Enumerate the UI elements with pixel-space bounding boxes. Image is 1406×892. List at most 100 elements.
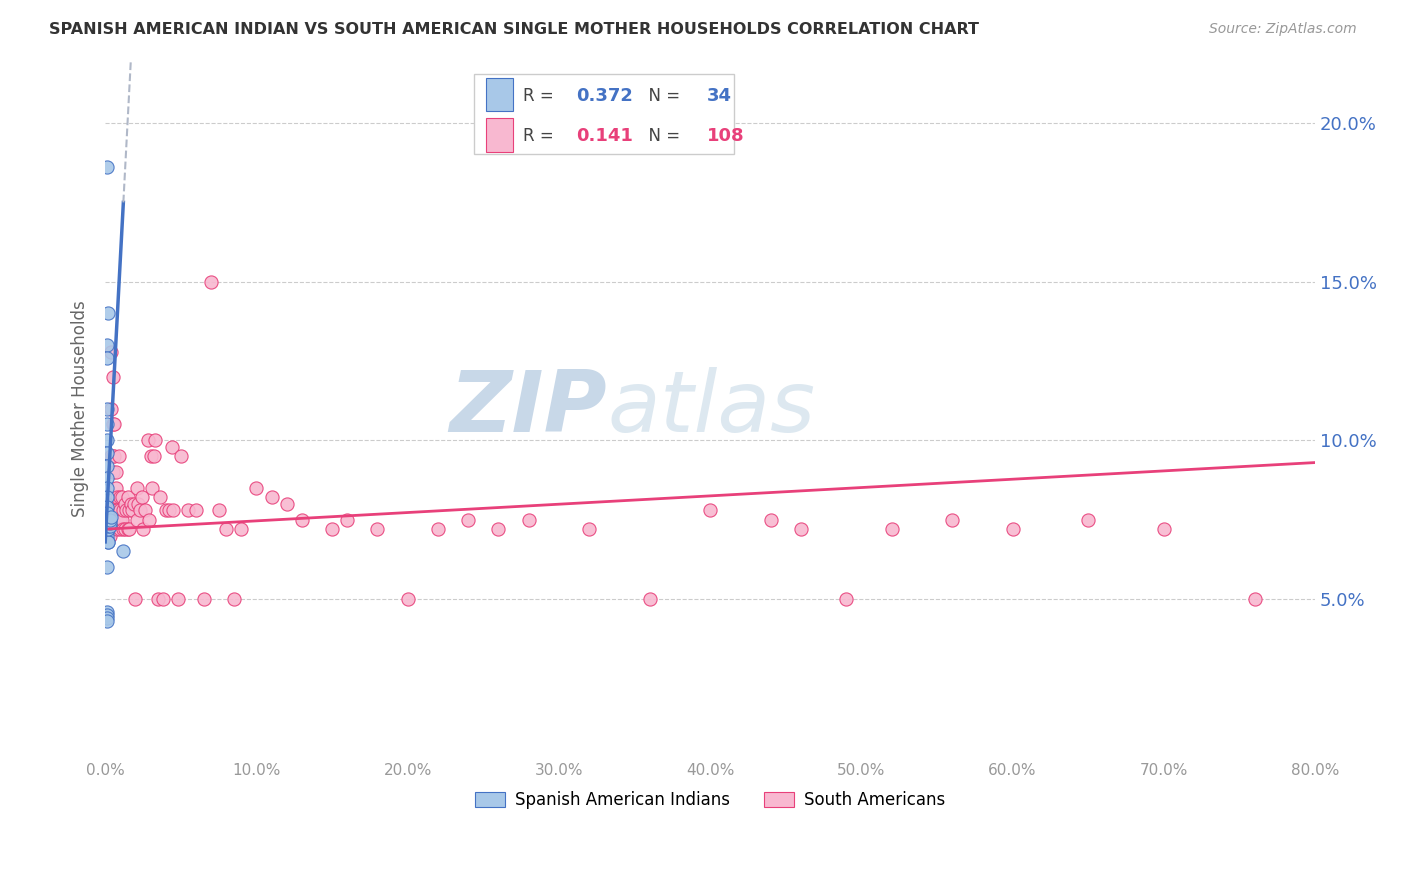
Point <box>321 522 343 536</box>
Point <box>97 513 120 527</box>
Point <box>160 440 183 454</box>
Point <box>1001 522 1024 536</box>
Point <box>100 449 122 463</box>
Point <box>835 592 858 607</box>
Point <box>110 513 132 527</box>
Point <box>517 513 540 527</box>
Point <box>100 509 122 524</box>
Point <box>96 481 118 495</box>
Point <box>941 513 963 527</box>
Point <box>96 513 118 527</box>
Point <box>96 607 118 622</box>
Point <box>121 503 143 517</box>
Point <box>166 592 188 607</box>
Text: N =: N = <box>637 87 685 105</box>
Point <box>759 513 782 527</box>
Point <box>97 503 120 517</box>
Point <box>97 534 120 549</box>
Point <box>104 465 127 479</box>
Text: SPANISH AMERICAN INDIAN VS SOUTH AMERICAN SINGLE MOTHER HOUSEHOLDS CORRELATION C: SPANISH AMERICAN INDIAN VS SOUTH AMERICA… <box>49 22 979 37</box>
Point <box>117 522 139 536</box>
Point <box>98 519 121 533</box>
Point <box>124 592 146 607</box>
Point <box>96 458 118 473</box>
Text: R =: R = <box>523 87 558 105</box>
Point <box>426 522 449 536</box>
Point <box>101 497 124 511</box>
Point <box>98 513 121 527</box>
Point <box>291 513 314 527</box>
Point <box>110 522 132 536</box>
Point <box>97 509 120 524</box>
Point <box>96 434 118 448</box>
Point <box>578 522 600 536</box>
Point <box>141 481 163 495</box>
Point <box>104 481 127 495</box>
Text: 0.141: 0.141 <box>576 128 633 145</box>
Point <box>114 497 136 511</box>
Point <box>231 522 253 536</box>
Point <box>208 503 231 517</box>
Text: R =: R = <box>523 128 558 145</box>
Point <box>97 519 120 533</box>
Point <box>457 513 479 527</box>
Point <box>110 491 132 505</box>
Point <box>96 611 118 625</box>
Point <box>96 525 118 540</box>
Point <box>96 522 118 536</box>
Point <box>101 513 124 527</box>
Point <box>215 522 238 536</box>
Text: N =: N = <box>637 128 685 145</box>
Point <box>98 503 121 517</box>
Point <box>149 491 172 505</box>
Point <box>260 491 283 505</box>
Point <box>96 519 118 533</box>
Point <box>152 592 174 607</box>
Point <box>136 434 159 448</box>
Point <box>146 592 169 607</box>
Point <box>96 491 118 505</box>
Point <box>138 513 160 527</box>
Point <box>120 497 142 511</box>
Point <box>96 417 118 432</box>
Point <box>134 503 156 517</box>
Point <box>98 522 121 536</box>
Point <box>96 525 118 540</box>
Point <box>97 522 120 536</box>
Point <box>96 605 118 619</box>
Point <box>118 503 141 517</box>
Point <box>96 528 118 542</box>
Y-axis label: Single Mother Households: Single Mother Households <box>72 301 89 517</box>
Point <box>103 503 125 517</box>
Point <box>638 592 661 607</box>
Point <box>98 516 121 530</box>
Point <box>105 522 128 536</box>
Point <box>100 344 122 359</box>
Point <box>336 513 359 527</box>
Point <box>115 503 138 517</box>
Point <box>96 351 118 365</box>
Point <box>101 370 124 384</box>
Point <box>103 449 125 463</box>
Point <box>200 275 222 289</box>
Point <box>96 446 118 460</box>
Point <box>110 503 132 517</box>
Point <box>101 449 124 463</box>
Point <box>108 449 131 463</box>
Point <box>103 417 125 432</box>
Point <box>486 522 509 536</box>
Point <box>170 449 193 463</box>
Point <box>129 503 152 517</box>
Point <box>117 491 139 505</box>
Point <box>96 519 118 533</box>
Point <box>118 522 141 536</box>
Point <box>127 497 149 511</box>
Point <box>245 481 267 495</box>
Point <box>104 513 127 527</box>
Point <box>97 519 120 533</box>
Point <box>276 497 298 511</box>
Text: 0.372: 0.372 <box>576 87 633 105</box>
Point <box>1243 592 1265 607</box>
Point <box>98 528 121 542</box>
Point <box>143 434 166 448</box>
